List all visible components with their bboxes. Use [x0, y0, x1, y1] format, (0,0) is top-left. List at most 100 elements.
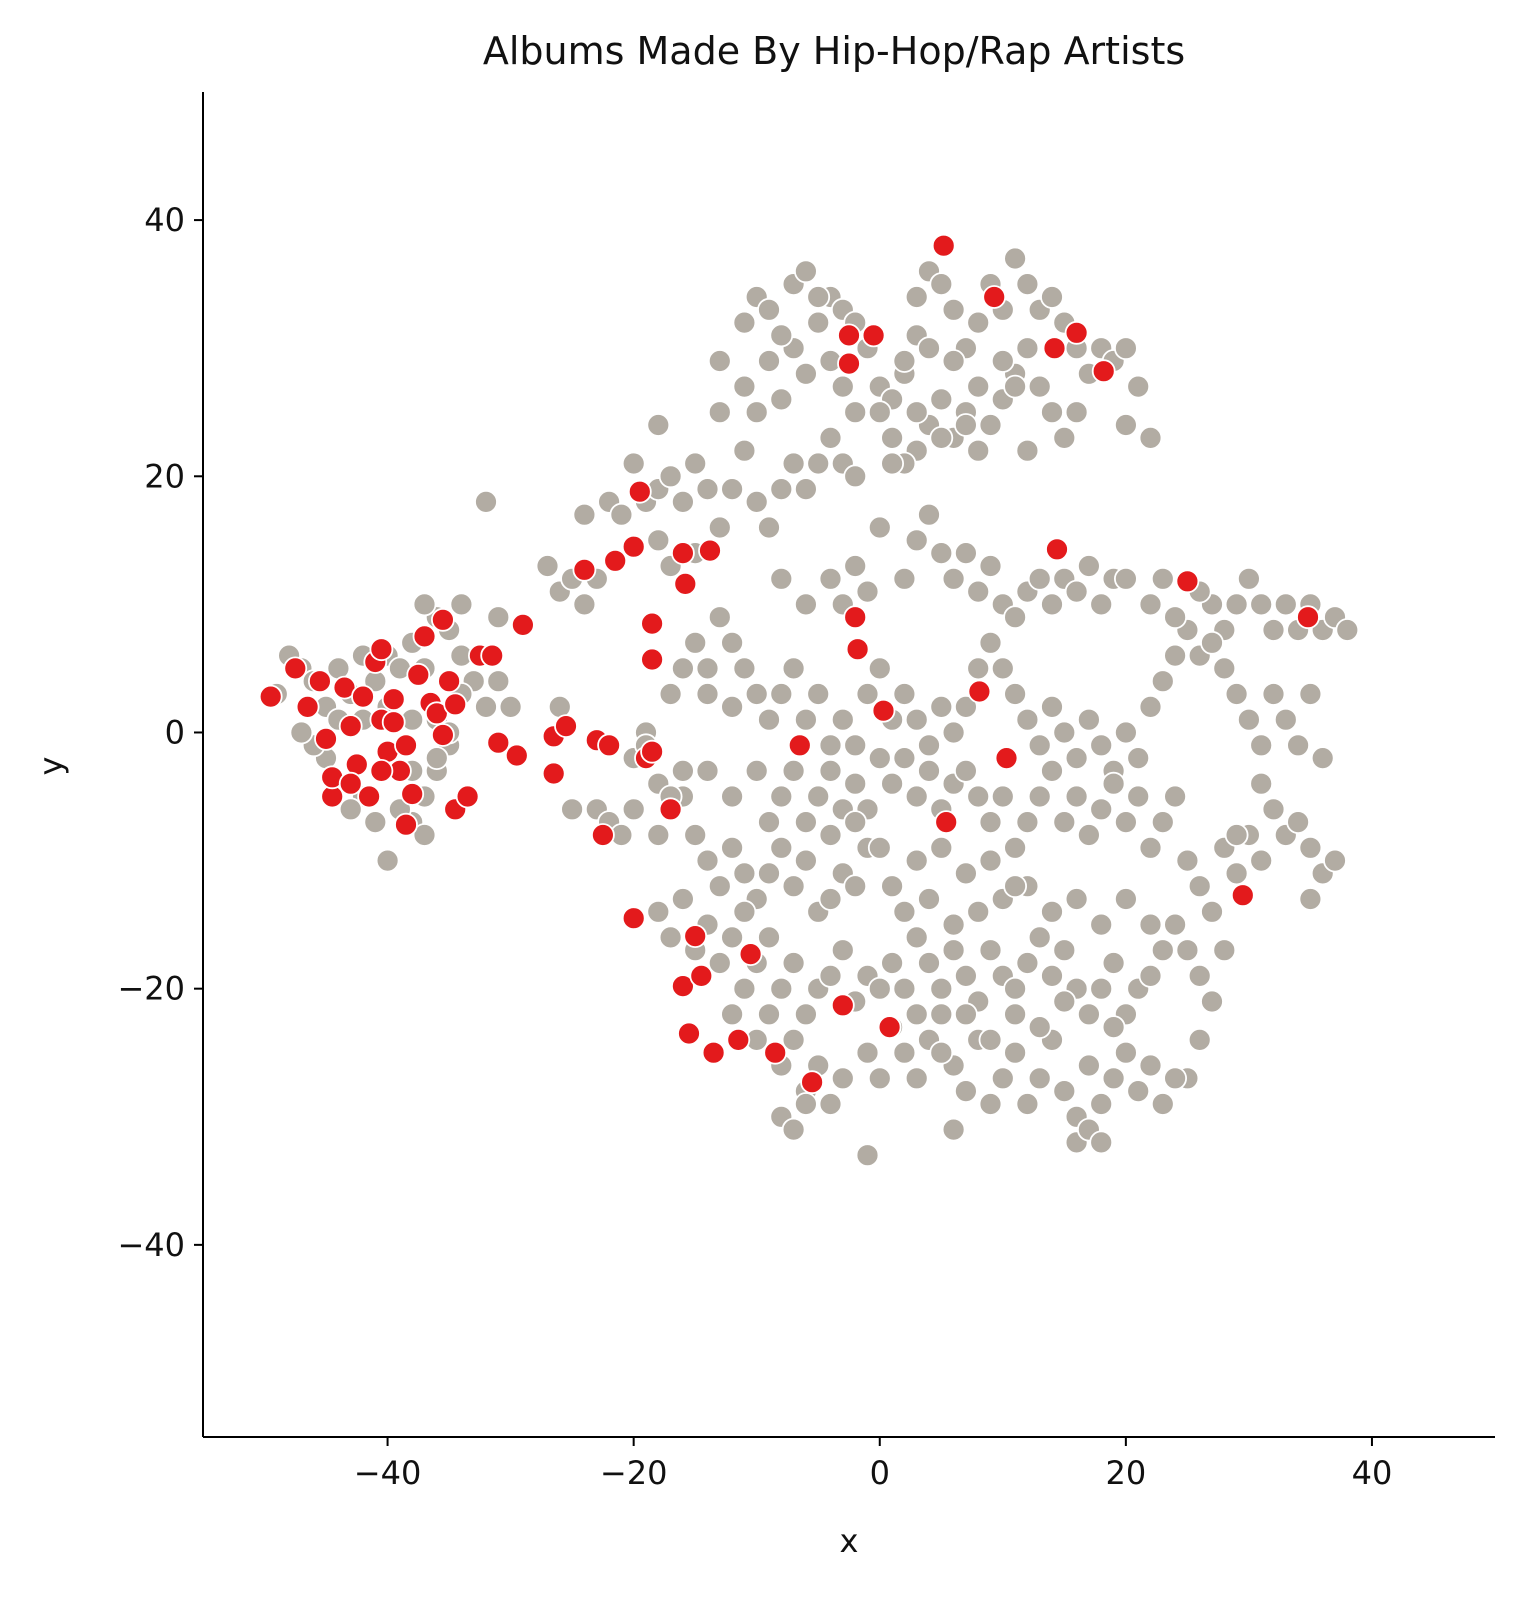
- data-point-s0-190: [1064, 746, 1089, 770]
- data-point-s0-117: [1015, 336, 1040, 361]
- data-point-s1-56: [698, 538, 722, 563]
- data-point-s0-158: [683, 630, 708, 655]
- data-point-s1-32: [511, 613, 535, 637]
- data-point-s0-291: [1138, 835, 1163, 860]
- data-point-s1-36: [369, 759, 394, 783]
- data-point-s0-360: [1003, 976, 1027, 1001]
- data-point-s0-221: [904, 528, 929, 553]
- data-point-s0-166: [769, 682, 794, 706]
- data-point-s0-428: [978, 1028, 1003, 1052]
- data-point-s0-290: [1126, 784, 1151, 809]
- data-point-s1-29: [480, 643, 505, 668]
- data-point-s1-85: [1175, 569, 1200, 594]
- data-point-s0-361: [1015, 951, 1040, 975]
- data-point-s0-349: [867, 976, 892, 1001]
- data-point-s1-86: [1230, 883, 1255, 908]
- data-point-s0-51: [572, 592, 597, 617]
- data-point-s0-231: [1027, 566, 1052, 591]
- data-point-s0-174: [867, 656, 892, 681]
- data-point-s0-329: [843, 874, 868, 899]
- data-point-s0-235: [1077, 554, 1101, 578]
- data-point-s1-9: [351, 684, 375, 709]
- data-point-s0-381: [732, 976, 757, 1001]
- data-point-s1-38: [338, 771, 363, 796]
- data-point-s0-331: [646, 899, 671, 924]
- data-point-s0-391: [781, 1117, 806, 1142]
- data-point-s0-308: [1249, 771, 1274, 796]
- data-point-s0-187: [1027, 733, 1052, 758]
- data-point-s0-292: [1150, 810, 1175, 834]
- data-point-s0-342: [781, 951, 806, 975]
- data-point-s1-1: [283, 656, 308, 681]
- data-point-s1-84: [1045, 537, 1069, 562]
- data-point-s0-153: [929, 425, 954, 450]
- data-point-s0-167: [781, 656, 806, 681]
- data-point-s0-285: [1064, 784, 1089, 809]
- data-point-s0-151: [880, 451, 904, 476]
- data-point-s0-179: [929, 695, 954, 719]
- data-point-s0-270: [880, 771, 904, 796]
- data-point-s0-427: [1003, 1002, 1027, 1027]
- data-point-s1-18: [406, 662, 431, 687]
- data-point-s0-192: [1089, 733, 1114, 758]
- data-point-s0-22: [486, 605, 511, 630]
- data-point-s0-261: [769, 784, 794, 809]
- data-point-s0-159: [671, 656, 695, 681]
- data-point-s0-364: [1052, 938, 1077, 963]
- data-point-s0-137: [1126, 374, 1151, 399]
- data-point-s1-87: [1296, 605, 1320, 630]
- data-point-s0-362: [1027, 925, 1052, 950]
- data-point-s0-80: [744, 400, 769, 425]
- data-point-s0-446: [880, 874, 904, 899]
- data-point-s0-185: [1003, 682, 1027, 706]
- data-point-s0-356: [954, 964, 978, 988]
- data-point-s0-176: [892, 682, 917, 706]
- data-point-s1-70: [843, 605, 868, 630]
- data-point-s0-449: [954, 861, 978, 886]
- data-point-s0-278: [978, 810, 1003, 834]
- data-point-s1-23: [430, 607, 455, 632]
- data-point-s0-147: [892, 349, 917, 373]
- data-point-s0-414: [1114, 1040, 1138, 1065]
- data-point-s1-58: [683, 924, 708, 948]
- data-point-s0-444: [843, 810, 868, 834]
- data-point-s0-411: [1077, 1053, 1101, 1078]
- data-point-s1-47: [621, 534, 646, 559]
- data-point-s0-306: [1323, 848, 1347, 873]
- data-point-s0-212: [1335, 618, 1360, 642]
- data-point-s0-77: [843, 464, 868, 489]
- data-point-s1-67: [830, 993, 855, 1018]
- data-point-s0-165: [757, 707, 781, 732]
- data-point-s0-415: [1126, 1079, 1151, 1103]
- data-point-s0-298: [1224, 861, 1249, 886]
- y-tick-label: −20: [117, 970, 185, 1008]
- data-point-s0-417: [1150, 1092, 1175, 1116]
- data-point-s0-69: [744, 489, 769, 514]
- points-layer: [258, 233, 1360, 1168]
- x-tick-label: 0: [870, 1454, 890, 1492]
- data-point-s0-263: [794, 810, 818, 834]
- x-tick-label: −20: [600, 1454, 668, 1492]
- data-point-s0-246: [1237, 707, 1261, 732]
- data-point-s1-59: [671, 974, 695, 998]
- data-point-s0-108: [929, 272, 954, 297]
- data-point-s0-303: [1286, 810, 1310, 834]
- data-point-s0-101: [646, 413, 671, 437]
- data-point-s0-141: [1040, 400, 1064, 425]
- data-point-s0-423: [941, 1117, 966, 1142]
- data-point-s1-82: [967, 679, 992, 704]
- data-point-s0-269: [867, 746, 892, 770]
- data-point-s0-247: [1249, 733, 1274, 758]
- data-point-s0-224: [941, 566, 966, 591]
- data-point-s0-243: [1200, 630, 1224, 655]
- data-point-s1-76: [982, 285, 1007, 309]
- data-point-s1-68: [877, 1015, 902, 1039]
- data-point-s0-341: [769, 976, 794, 1001]
- data-point-s1-35: [381, 710, 406, 735]
- data-point-s0-196: [1138, 695, 1163, 719]
- data-point-s1-45: [591, 823, 615, 847]
- data-point-s0-322: [757, 861, 781, 886]
- data-point-s0-163: [732, 656, 757, 681]
- data-point-s0-412: [1089, 1092, 1114, 1116]
